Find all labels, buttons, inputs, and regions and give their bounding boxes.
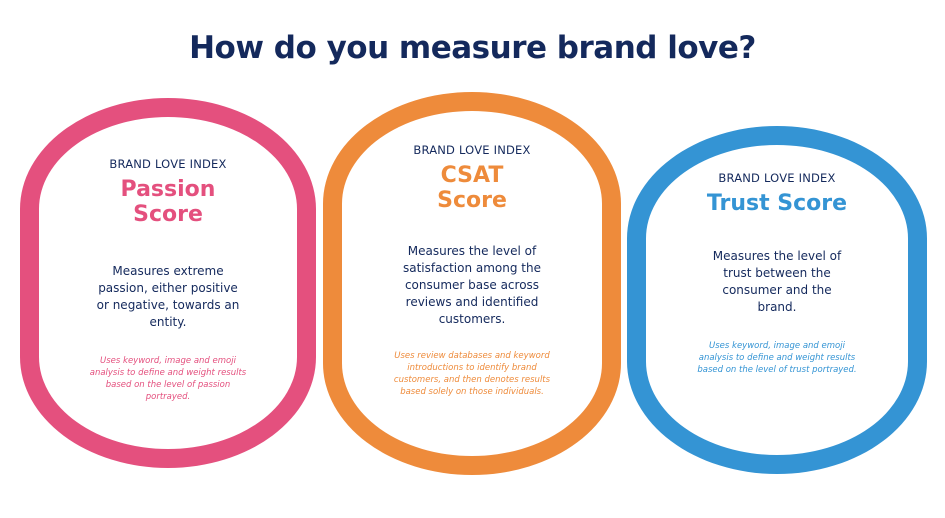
trust-score-card: BRAND LOVE INDEX Trust Score Measures th… [627,126,927,474]
card-heading: Trust Score [706,191,848,216]
card-heading: CSAT Score [437,163,507,213]
card-description: Measures the level of trust between the … [712,249,842,314]
card-eyebrow: BRAND LOVE INDEX [718,171,836,185]
card-eyebrow: BRAND LOVE INDEX [109,157,227,171]
card-description: Measures extreme passion, either positiv… [96,264,240,329]
card-note: Uses keyword, image and emoji analysis t… [89,356,247,402]
card-description: Measures the level of satisfaction among… [403,244,541,326]
card-note: Uses keyword, image and emoji analysis t… [697,341,857,375]
csat-score-card: BRAND LOVE INDEX CSAT Score Measures the… [323,92,621,475]
page-title: How do you measure brand love? [189,30,756,66]
card-note: Uses review databases and keyword introd… [393,351,551,397]
card-heading: Passion Score [120,177,216,227]
passion-score-card: BRAND LOVE INDEX Passion Score Measures … [20,98,316,468]
card-eyebrow: BRAND LOVE INDEX [413,143,531,157]
